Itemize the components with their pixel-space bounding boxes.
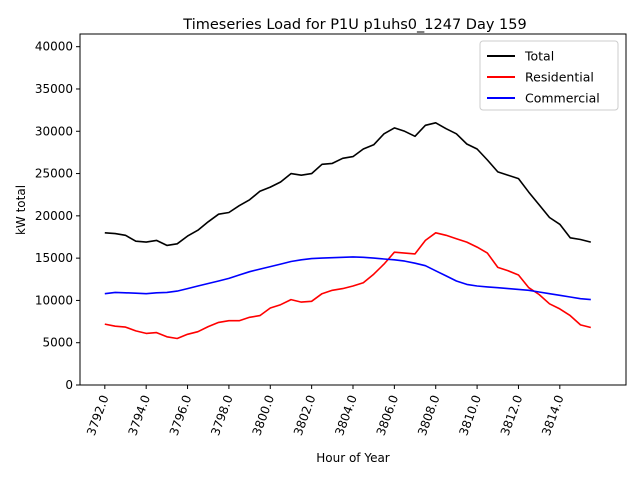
y-tick-label: 40000 [35, 40, 73, 54]
chart-title: Timeseries Load for P1U p1uhs0_1247 Day … [182, 17, 526, 33]
legend-label-commercial: Commercial [525, 91, 600, 106]
series-line-total [104, 122, 591, 247]
legend-label-residential: Residential [525, 70, 594, 85]
y-tick-label: 25000 [35, 167, 73, 181]
y-tick-label: 5000 [42, 336, 73, 350]
legend-box [479, 40, 619, 111]
plot-area [104, 122, 591, 340]
y-tick-label: 30000 [35, 124, 73, 138]
y-tick-label: 10000 [35, 293, 73, 307]
series-line-residential [104, 232, 591, 340]
y-tick-label: 20000 [35, 209, 73, 223]
y-tick-label: 15000 [35, 251, 73, 265]
y-tick-label: 35000 [35, 82, 73, 96]
legend: Total Residential Commercial [479, 40, 619, 111]
series-line-commercial [104, 256, 591, 301]
y-tick-label: 0 [65, 378, 73, 392]
legend-label-total: Total [524, 49, 554, 64]
y-axis-title: kW total [14, 185, 28, 235]
y-axis: 0 5000 10000 15000 20000 25000 30000 35000 40000 [35, 40, 80, 392]
x-axis-title: Hour of Year [316, 451, 390, 465]
